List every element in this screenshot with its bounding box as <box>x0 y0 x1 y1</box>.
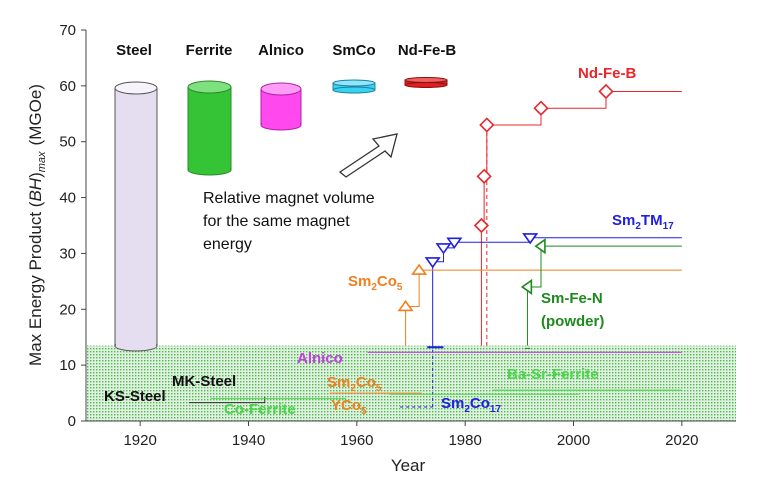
series-nd-fe-b <box>473 83 682 346</box>
annot-ndfeb: Nd-Fe-B <box>578 65 636 82</box>
y-tick-label: 50 <box>59 134 76 151</box>
annot-smfen-line1: Sm-Fe-N <box>541 290 603 307</box>
annot-sm2co5-upper: Sm2Co5 <box>348 273 403 293</box>
low-energy-shaded-band <box>87 345 736 421</box>
data-point <box>479 117 495 133</box>
series-layer <box>367 83 682 391</box>
steel-cylinder <box>114 81 158 352</box>
x-ticks: 1920 1940 1960 1980 2000 2020 <box>123 421 699 449</box>
annot-smfen-line2: (powder) <box>541 313 604 330</box>
data-point <box>397 299 414 312</box>
data-point <box>446 237 463 249</box>
volume-note-line2: for the same magnet <box>203 213 350 230</box>
alnico-cylinder <box>260 82 302 131</box>
y-tick-label: 30 <box>59 245 76 262</box>
axes <box>85 30 736 422</box>
data-point <box>522 233 539 245</box>
series-step-line <box>405 269 682 346</box>
label-ferrite: Ferrite <box>186 42 233 59</box>
annot-sm2co17: Sm2Co17 <box>441 395 501 415</box>
x-tick-label: 2000 <box>557 432 590 449</box>
ferrite-cylinder <box>187 80 232 176</box>
annot-co-ferrite: Co-Ferrite <box>224 401 296 418</box>
annot-alnico: Alnico <box>297 350 343 367</box>
y-axis-title: Max Energy Product (BH)max(MGOe) <box>26 84 48 366</box>
data-point <box>534 238 546 255</box>
annot-yco5: YCo5 <box>331 397 367 417</box>
data-point <box>424 257 441 269</box>
y-tick-label: 20 <box>59 301 76 318</box>
data-point <box>473 217 490 234</box>
data-point <box>598 83 614 100</box>
x-axis-title: Year <box>391 456 426 475</box>
x-tick-label: 1920 <box>123 432 156 449</box>
x-tick-label: 1940 <box>232 432 265 449</box>
annot-mk-steel: MK-Steel <box>172 373 236 390</box>
label-smco: SmCo <box>332 42 375 59</box>
data-point <box>520 278 533 295</box>
y-tick-label: 40 <box>59 190 76 207</box>
series-sm2co5 <box>397 263 682 346</box>
smco-disc <box>332 79 376 94</box>
data-point <box>435 243 452 255</box>
y-ticks: 0 10 20 30 40 50 60 70 <box>59 22 86 430</box>
data-point <box>533 100 549 116</box>
annot-ba-sr-ferrite: Ba-Sr-Ferrite <box>507 366 599 383</box>
volume-note-line1: Relative magnet volume <box>203 190 375 207</box>
y-tick-label: 10 <box>59 357 76 374</box>
y-tick-label: 60 <box>59 78 76 95</box>
data-point <box>476 168 492 184</box>
ndfeb-disc <box>404 77 448 88</box>
y-tick-label: 70 <box>59 22 76 39</box>
label-alnico: Alnico <box>258 42 304 59</box>
annot-sm2tm17: Sm2TM17 <box>612 212 674 232</box>
label-ndfeb-top: Nd-Fe-B <box>398 42 456 59</box>
x-tick-label: 1980 <box>448 432 481 449</box>
y-tick-label: 0 <box>68 413 76 430</box>
x-tick-label: 2020 <box>665 432 698 449</box>
data-point <box>411 263 428 275</box>
series-sm-fe-n <box>520 238 682 346</box>
magnet-volume-comparison: Steel Ferrite Alnico SmCo Nd-Fe-B Relati… <box>114 42 456 352</box>
direction-arrow-icon <box>338 133 398 178</box>
x-tick-label: 1960 <box>340 432 373 449</box>
annot-sm2co5-lower: Sm2Co5 <box>327 374 382 394</box>
annot-ks-steel: KS-Steel <box>104 388 166 405</box>
label-steel: Steel <box>116 42 152 59</box>
volume-note-line3: energy <box>203 236 252 253</box>
series-sm2tm17 <box>424 233 682 346</box>
series-step-line <box>526 245 682 346</box>
